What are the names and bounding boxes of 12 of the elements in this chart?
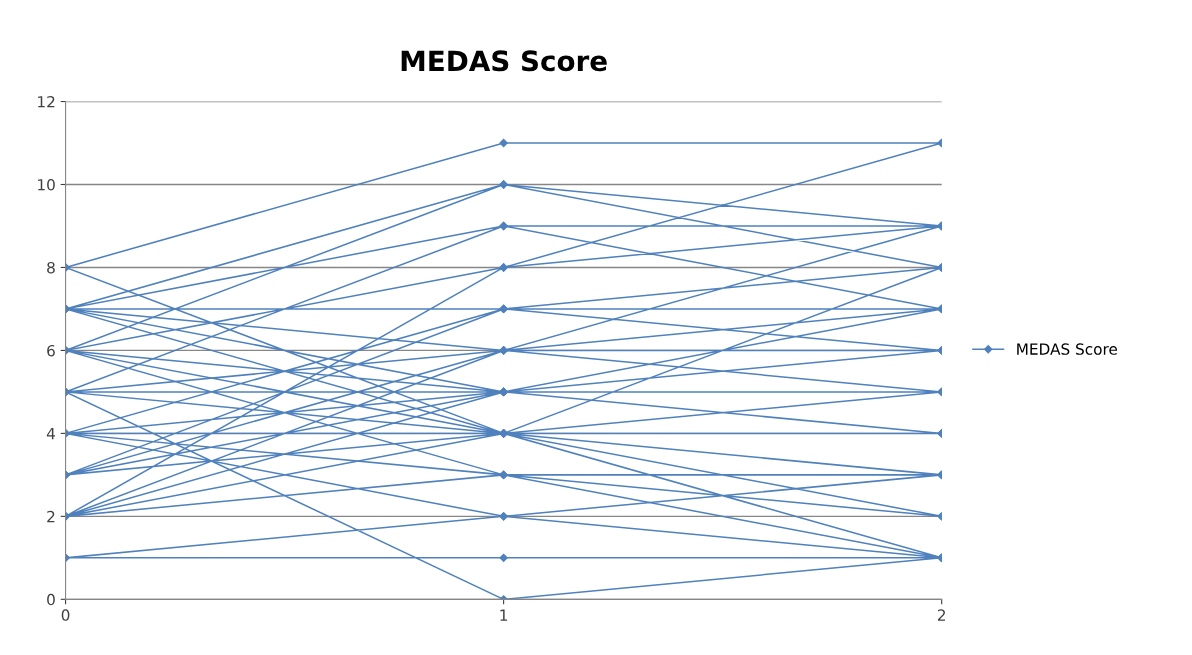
y-tick-label: 6 xyxy=(47,344,55,357)
y-tick-label: 0 xyxy=(47,593,55,606)
y-tick-label: 10 xyxy=(38,178,55,191)
chart-title: MEDAS Score xyxy=(401,50,607,72)
x-tick-label: 2 xyxy=(937,609,946,621)
y-tick-label: 2 xyxy=(47,510,55,523)
legend-label: MEDAS Score xyxy=(1017,343,1118,355)
y-tick-label: 4 xyxy=(46,428,55,440)
x-tick-label: 1 xyxy=(500,609,508,621)
x-tick-label: 0 xyxy=(61,609,70,621)
y-tick-label: 8 xyxy=(47,261,55,274)
y-tick-label: 12 xyxy=(38,95,55,108)
